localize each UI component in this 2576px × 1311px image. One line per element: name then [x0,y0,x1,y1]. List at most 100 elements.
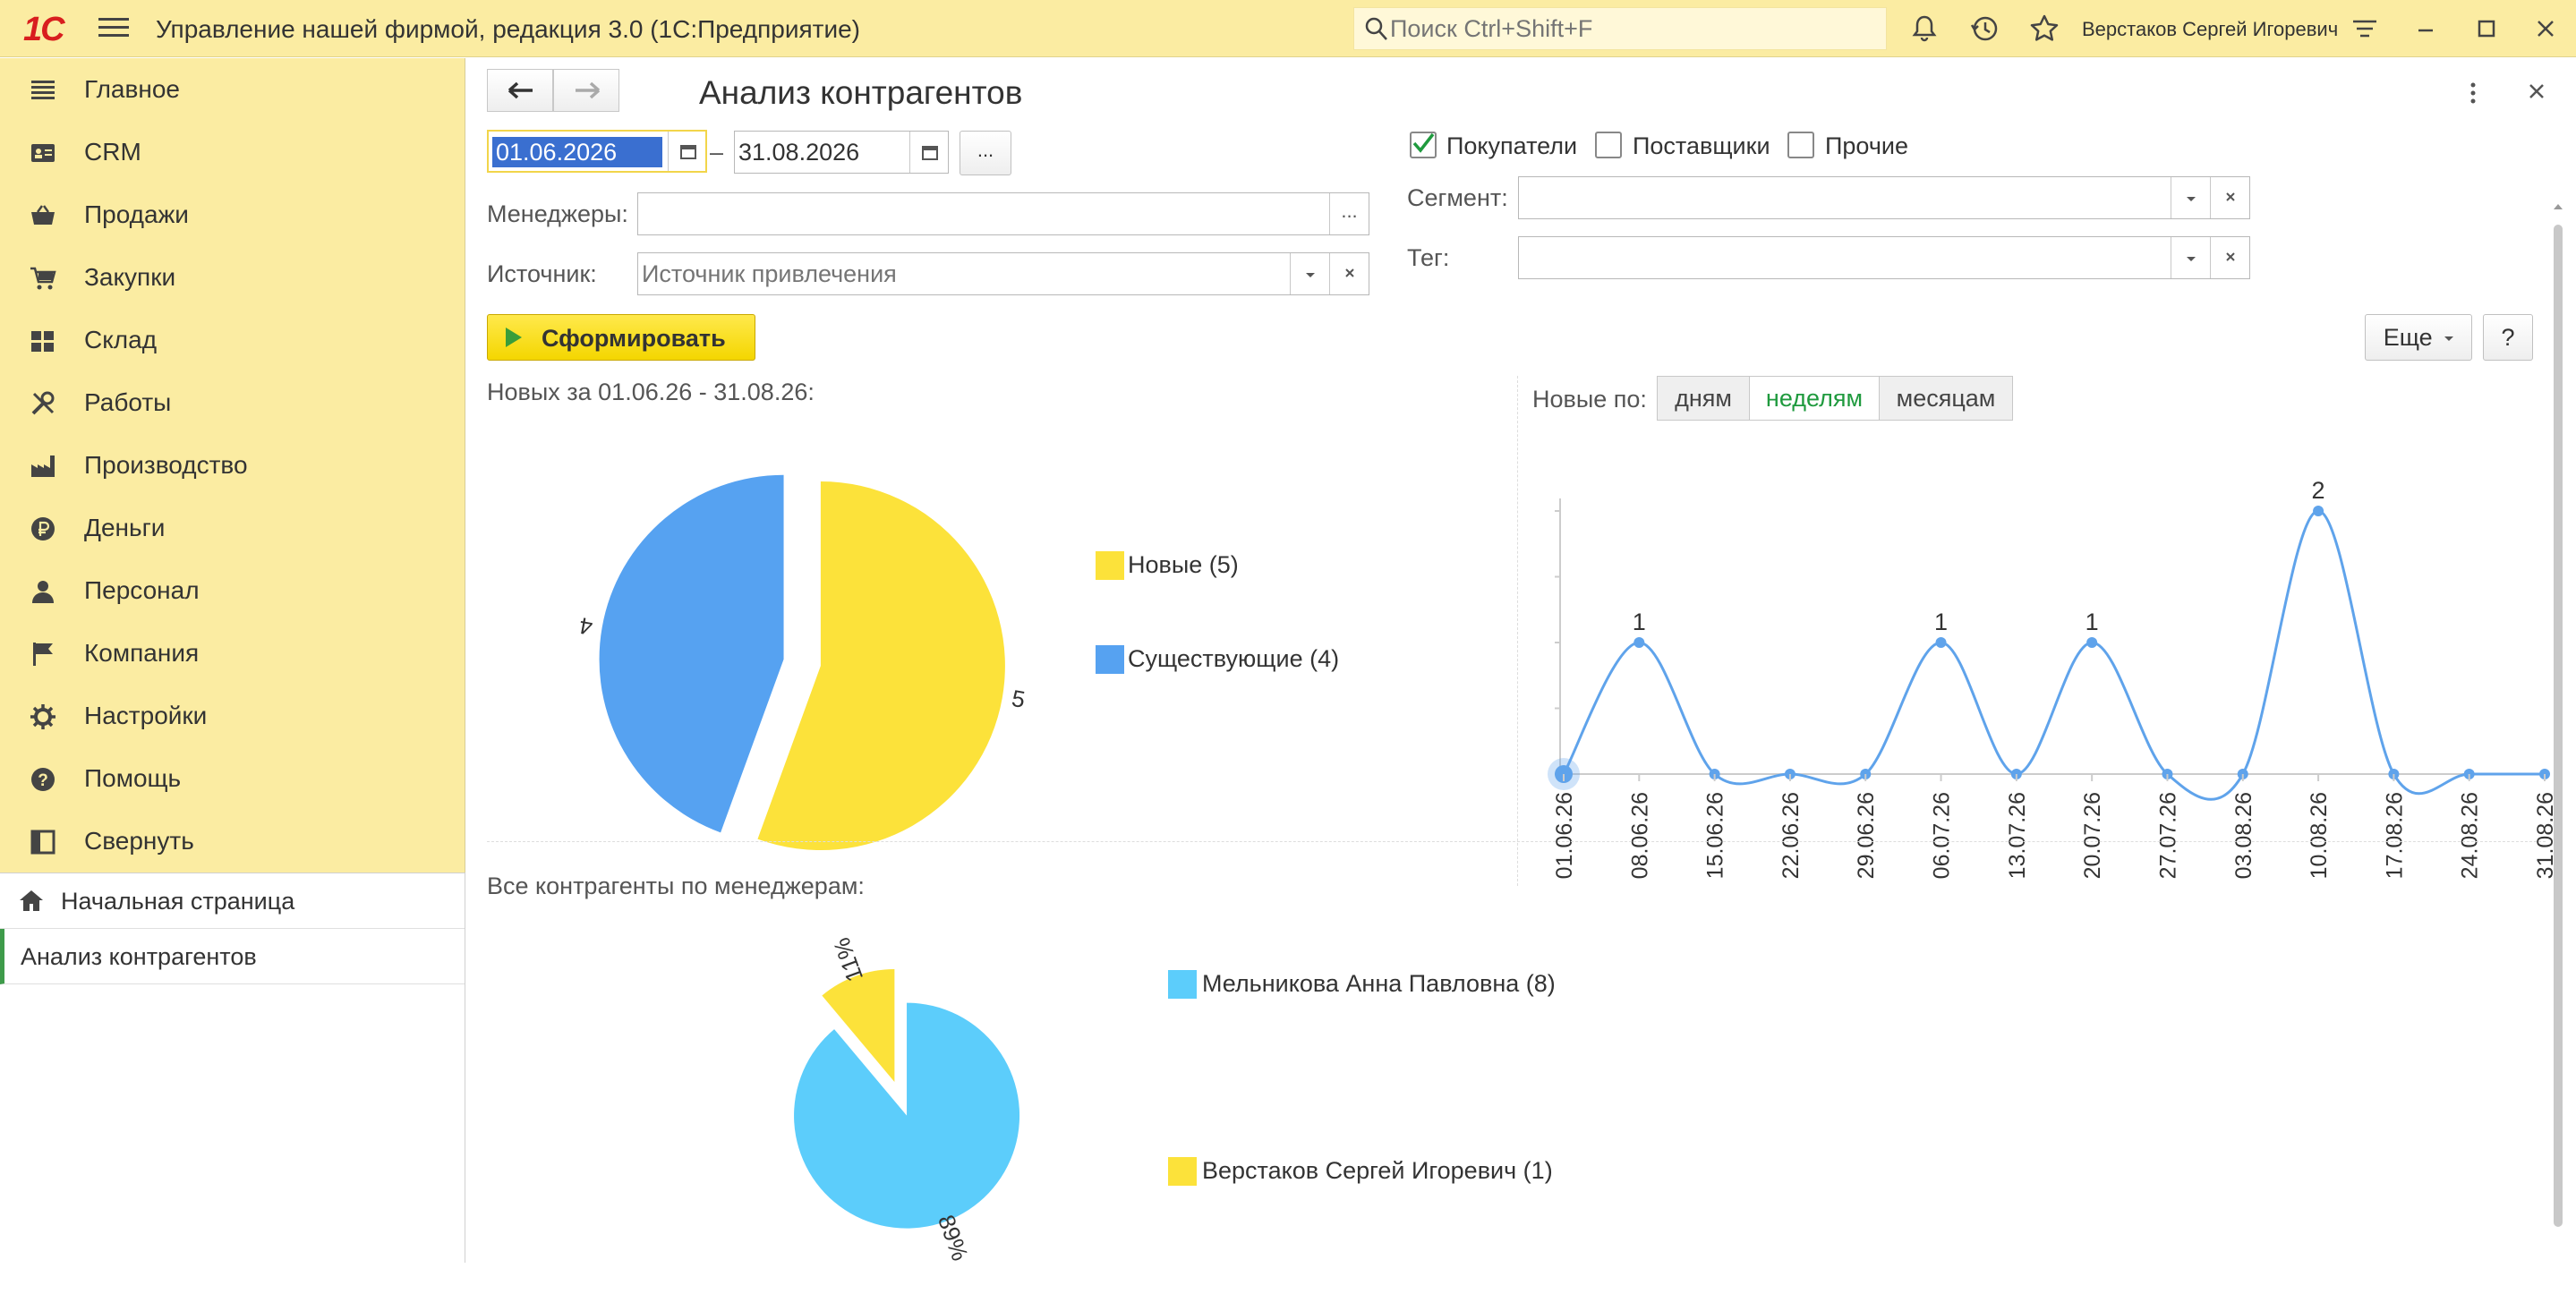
period-select-button[interactable]: ... [960,131,1011,175]
svg-text:?: ? [38,771,48,790]
section-collapse[interactable]: Свернуть [0,810,465,873]
section-sales[interactable]: Продажи [0,183,465,246]
more-button[interactable]: Еще [2365,314,2472,361]
source-input[interactable] [642,259,1286,289]
chevron-down-icon [1305,273,1315,277]
contacts-card-icon [31,144,55,162]
legend-swatch-manager-1 [1168,970,1197,999]
section-purchases[interactable]: Закупки [0,246,465,309]
user-name[interactable]: Верстаков Сергей Игоревич [2082,18,2339,40]
existing-slice-label: 4 [577,612,594,641]
chevron-down-icon [2444,336,2454,341]
generate-button[interactable]: Сформировать [487,314,755,361]
others-checkbox[interactable] [1787,132,1814,158]
managers-select-button[interactable]: ... [1329,193,1369,234]
others-label[interactable]: Прочие [1825,132,1909,159]
back-button[interactable] [487,69,553,112]
search-box[interactable] [1353,7,1887,50]
section-money[interactable]: Деньги [0,497,465,559]
segment-clear-button[interactable] [2210,177,2249,218]
open-window-label: Анализ контрагентов [21,943,257,970]
forward-button[interactable] [553,69,619,112]
period-from-field[interactable] [487,130,707,173]
section-help[interactable]: ? Помощь [0,747,465,810]
source-clear-button[interactable] [1329,253,1369,294]
period-to-field[interactable] [734,131,949,174]
suppliers-checkbox[interactable] [1595,132,1622,158]
tag-dropdown-button[interactable] [2171,237,2210,278]
data-point[interactable] [1633,637,1645,648]
tag-input[interactable] [1523,243,2167,273]
period-from-calendar-button[interactable] [668,132,707,171]
title-bar: 1С Управление нашей фирмой, редакция 3.0… [0,0,2576,57]
data-point[interactable] [2086,637,2098,648]
section-works[interactable]: Работы [0,371,465,434]
legend-swatch-manager-2 [1168,1157,1197,1186]
star-icon[interactable] [2028,13,2060,45]
managers-field[interactable]: ... [637,192,1369,235]
clear-icon [2225,252,2235,261]
group-by-days[interactable]: дням [1657,376,1750,421]
x-tick-label: 10.08.26 [2307,792,2332,879]
section-label: Работы [84,388,172,416]
section-warehouse[interactable]: Склад [0,309,465,371]
bell-icon[interactable] [1908,13,1941,45]
period-to-input[interactable] [738,137,905,167]
source-dropdown-button[interactable] [1290,253,1329,294]
period-to-calendar-button[interactable] [909,132,949,173]
tag-field[interactable] [1518,236,2250,279]
data-point[interactable] [1935,637,1947,648]
scroll-thumb[interactable] [2554,225,2563,1227]
settings-lines-icon[interactable] [2349,13,2381,45]
open-window-analysis[interactable]: Анализ контрагентов [0,929,465,984]
section-divider [1517,376,1518,886]
buyers-label[interactable]: Покупатели [1446,132,1578,159]
section-main[interactable]: Главное [0,58,465,121]
section-company[interactable]: Компания [0,622,465,685]
section-crm[interactable]: CRM [0,121,465,183]
period-from-input[interactable] [492,137,662,167]
chevron-down-icon [2186,257,2196,261]
x-tick-label: 24.08.26 [2458,792,2483,879]
section-production[interactable]: Производство [0,434,465,497]
factory-icon [31,455,55,477]
legend-manager-2: Верстаков Сергей Игоревич (1) [1202,1157,1553,1184]
section-settings[interactable]: Настройки [0,685,465,747]
group-by-weeks[interactable]: неделям [1749,376,1880,421]
suppliers-label[interactable]: Поставщики [1633,132,1770,159]
close-window-icon[interactable] [2529,13,2562,45]
vertical-scrollbar[interactable] [2551,157,2565,1262]
group-by-months[interactable]: месяцам [1879,376,2013,421]
x-tick-label: 22.06.26 [1778,792,1804,879]
open-windows-panel: Начальная страница Анализ контрагентов [0,873,465,1263]
main-menu-icon[interactable] [98,13,129,43]
scroll-up-icon[interactable] [2551,200,2565,212]
search-input[interactable] [1390,13,1873,44]
play-icon [506,328,522,347]
minimize-icon[interactable] [2410,13,2442,45]
legend-manager-1: Мельникова Анна Павловна (8) [1202,970,1556,997]
segment-field[interactable] [1518,176,2250,219]
flag-icon [33,643,53,666]
managers-label: Менеджеры: [487,200,628,227]
segment-dropdown-button[interactable] [2171,177,2210,218]
legend-new: Новые (5) [1128,551,1239,578]
point-label: 1 [1934,609,1948,635]
segment-input[interactable] [1523,183,2167,213]
source-field[interactable] [637,252,1369,295]
close-form-icon[interactable] [2525,80,2548,103]
buyers-checkbox[interactable] [1410,132,1437,158]
data-point[interactable] [2313,506,2324,516]
x-tick-label: 20.07.26 [2080,792,2105,879]
managers-input[interactable] [642,199,1322,229]
maximize-icon[interactable] [2470,13,2503,45]
help-button[interactable]: ? [2483,314,2533,361]
open-window-home[interactable]: Начальная страница [0,873,465,929]
section-personnel[interactable]: Персонал [0,559,465,622]
section-label: Главное [84,75,180,103]
more-actions-icon[interactable] [2468,80,2478,106]
tag-clear-button[interactable] [2210,237,2249,278]
new-by-label: Новые по: [1532,386,1647,413]
new-customers-line-chart: 01.06.26 1 08.06.26 15.06.26 22.06.26 29.06.2… [1548,477,2558,879]
history-icon[interactable] [1968,13,2000,45]
